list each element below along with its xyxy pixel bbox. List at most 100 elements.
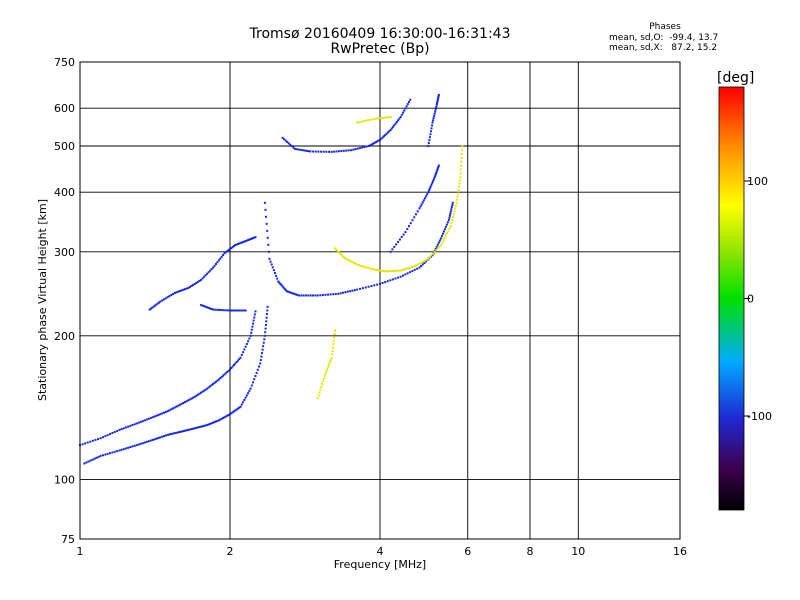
data-point-O bbox=[97, 438, 100, 441]
data-point-O bbox=[426, 193, 429, 196]
data-point-O bbox=[409, 222, 412, 225]
data-point-O bbox=[243, 240, 246, 243]
data-point-X bbox=[363, 265, 366, 268]
data-point-O bbox=[242, 309, 245, 312]
data-point-O bbox=[283, 287, 286, 290]
data-point-O bbox=[265, 320, 268, 323]
data-point-O bbox=[437, 95, 440, 98]
data-point-O bbox=[320, 150, 323, 153]
data-point-O bbox=[93, 457, 96, 460]
data-point-X bbox=[452, 216, 455, 219]
data-point-O bbox=[172, 293, 175, 296]
data-point-O bbox=[190, 428, 193, 431]
data-point-X bbox=[368, 267, 371, 270]
data-point-O bbox=[259, 359, 262, 362]
data-point-O bbox=[437, 241, 440, 244]
data-point-X bbox=[336, 249, 339, 252]
data-point-O bbox=[230, 366, 233, 369]
plot-frame bbox=[79, 61, 681, 540]
data-point-O bbox=[436, 98, 439, 101]
data-point-O bbox=[129, 446, 132, 449]
data-point-O bbox=[227, 249, 230, 252]
data-point-O bbox=[447, 218, 450, 221]
data-point-O bbox=[345, 149, 348, 152]
data-point-O bbox=[182, 430, 185, 433]
axis-ticks: 1 2 4 6 8 10 16 75 100 200 300 400 500 600 750 bbox=[54, 56, 687, 558]
data-point-O bbox=[273, 271, 276, 274]
data-point-O bbox=[151, 416, 154, 419]
x-tick-label: 2 bbox=[227, 545, 234, 558]
data-point-O bbox=[250, 328, 253, 331]
data-point-O bbox=[222, 374, 225, 377]
data-point-X bbox=[377, 269, 380, 272]
data-point-O bbox=[373, 141, 376, 144]
data-point-O bbox=[394, 122, 397, 125]
data-point-X bbox=[340, 253, 343, 256]
data-point-O bbox=[420, 265, 423, 268]
data-point-O bbox=[436, 102, 439, 105]
data-point-O bbox=[157, 437, 160, 440]
data-point-O bbox=[267, 243, 270, 246]
data-point-O bbox=[381, 281, 384, 284]
data-point-O bbox=[437, 164, 440, 167]
data-point-O bbox=[224, 251, 227, 254]
data-point-O bbox=[450, 206, 453, 209]
data-point-O bbox=[196, 280, 199, 283]
data-point-O bbox=[228, 248, 231, 251]
data-point-O bbox=[201, 304, 204, 307]
data-point-O bbox=[305, 149, 308, 152]
data-point-X bbox=[461, 148, 464, 151]
data-point-X bbox=[456, 195, 459, 198]
data-point-O bbox=[188, 398, 191, 401]
data-point-O bbox=[159, 436, 162, 439]
data-point-X bbox=[380, 269, 383, 272]
data-point-O bbox=[177, 290, 180, 293]
data-point-O bbox=[243, 398, 246, 401]
data-point-O bbox=[95, 456, 98, 459]
data-point-X bbox=[359, 264, 362, 267]
data-point-O bbox=[99, 437, 102, 440]
data-point-X bbox=[443, 236, 446, 239]
data-point-O bbox=[236, 309, 239, 312]
data-point-O bbox=[430, 127, 433, 130]
data-point-O bbox=[201, 390, 204, 393]
data-point-O bbox=[219, 257, 222, 260]
data-point-O bbox=[223, 252, 226, 255]
data-point-X bbox=[328, 361, 331, 364]
data-point-X bbox=[448, 227, 451, 230]
data-point-O bbox=[192, 396, 195, 399]
data-point-O bbox=[359, 147, 362, 150]
data-point-O bbox=[248, 389, 251, 392]
data-point-O bbox=[328, 150, 331, 153]
data-point-O bbox=[147, 417, 150, 420]
data-point-O bbox=[224, 372, 227, 375]
data-point-X bbox=[449, 224, 452, 227]
data-point-O bbox=[428, 257, 431, 260]
data-point-X bbox=[353, 262, 356, 265]
data-point-O bbox=[389, 250, 392, 253]
data-point-O bbox=[166, 296, 169, 299]
data-point-O bbox=[229, 368, 231, 371]
data-point-O bbox=[235, 361, 238, 364]
data-point-O bbox=[416, 210, 419, 213]
data-point-O bbox=[239, 242, 242, 245]
data-point-X bbox=[458, 179, 461, 182]
data-point-X bbox=[415, 264, 418, 267]
data-point-O bbox=[398, 117, 401, 120]
data-point-O bbox=[201, 277, 204, 280]
data-point-O bbox=[207, 423, 210, 426]
data-point-O bbox=[349, 290, 352, 293]
data-point-O bbox=[219, 377, 222, 380]
data-point-O bbox=[356, 288, 359, 291]
data-point-O bbox=[439, 237, 442, 240]
data-point-O bbox=[231, 246, 234, 249]
data-point-X bbox=[384, 270, 387, 273]
data-point-O bbox=[185, 287, 188, 290]
data-point-X bbox=[430, 254, 433, 257]
data-point-O bbox=[141, 442, 144, 445]
data-point-O bbox=[431, 254, 434, 257]
data-point-X bbox=[460, 164, 463, 167]
data-point-O bbox=[200, 278, 203, 281]
data-point-X bbox=[418, 262, 421, 265]
data-point-O bbox=[398, 238, 401, 241]
